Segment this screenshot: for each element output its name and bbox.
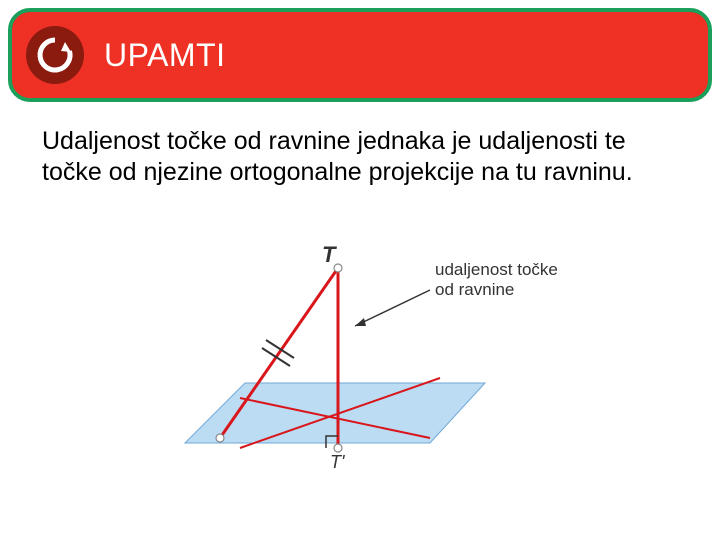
tick-mark-2 <box>266 340 294 358</box>
plane-shape <box>185 383 485 443</box>
refresh-icon <box>26 26 84 84</box>
header-title: UPAMTI <box>104 37 226 74</box>
header-box: UPAMTI <box>8 8 712 102</box>
annotation-arrow-line <box>355 290 430 326</box>
annotation-line-2: od ravnine <box>435 280 514 299</box>
point-Tp-marker <box>334 444 342 452</box>
tick-mark-1 <box>262 348 290 366</box>
diagram: T T' udaljenost točke od ravnine <box>150 248 570 518</box>
point-A-marker <box>216 434 224 442</box>
body-text: Udaljenost točke od ravnine jednaka je u… <box>42 126 678 189</box>
label-T: T <box>322 242 335 268</box>
label-Tp: T' <box>330 452 344 473</box>
annotation-text: udaljenost točke od ravnine <box>435 260 558 299</box>
annotation-line-1: udaljenost točke <box>435 260 558 279</box>
annotation-arrow-head <box>355 318 366 326</box>
